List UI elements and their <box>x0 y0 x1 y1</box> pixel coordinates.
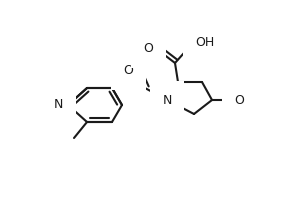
Text: OH: OH <box>195 35 214 49</box>
Text: O: O <box>143 43 153 56</box>
Text: N: N <box>162 94 172 106</box>
Text: O: O <box>123 65 133 78</box>
Text: O: O <box>234 94 244 106</box>
Text: N: N <box>54 98 63 111</box>
